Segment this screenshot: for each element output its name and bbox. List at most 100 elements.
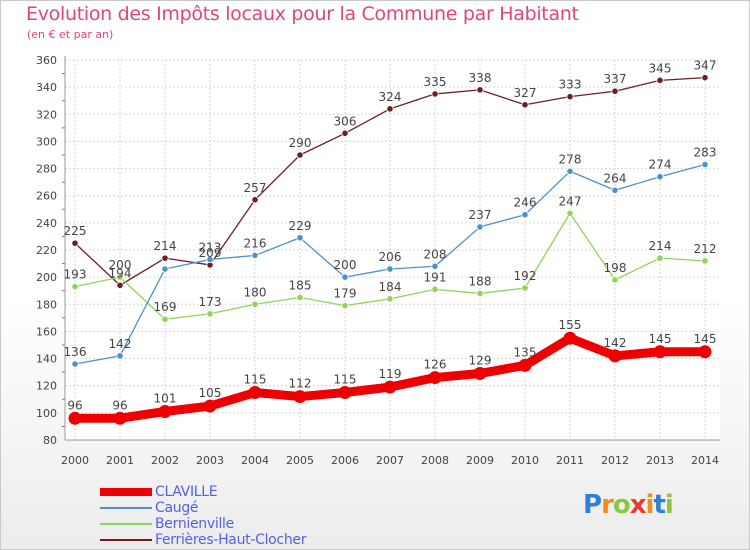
data-point-cauge	[431, 262, 439, 270]
data-point-claville	[428, 371, 442, 385]
data-label-bernienville: 184	[379, 280, 402, 294]
data-point-bernienville	[341, 302, 349, 310]
y-tick-label: 200	[36, 271, 57, 284]
data-label-bernienville: 180	[244, 285, 267, 299]
x-tick-label: 2011	[556, 454, 584, 467]
data-label-cauge: 278	[559, 152, 582, 166]
data-label-ferrieres-haut-clocher: 209	[199, 246, 222, 260]
data-point-cauge	[341, 273, 349, 281]
legend-swatch	[100, 488, 152, 496]
data-label-claville: 126	[424, 358, 447, 372]
data-label-cauge: 237	[469, 208, 492, 222]
x-tick-label: 2009	[466, 454, 494, 467]
data-label-claville: 105	[199, 386, 222, 400]
data-point-cauge	[566, 167, 574, 175]
data-point-bernienville	[566, 209, 574, 217]
data-point-ferrieres-haut-clocher	[611, 87, 619, 95]
data-label-bernienville: 188	[469, 274, 492, 288]
data-label-ferrieres-haut-clocher: 324	[379, 90, 402, 104]
data-point-claville	[338, 386, 352, 399]
x-tick-label: 2001	[106, 454, 134, 467]
x-tick-label: 2005	[286, 454, 314, 467]
data-label-bernienville: 247	[559, 194, 582, 208]
data-point-claville	[563, 331, 577, 345]
data-label-claville: 96	[67, 398, 82, 412]
y-tick-label: 100	[36, 407, 57, 420]
y-tick-label: 260	[36, 190, 57, 203]
x-tick-label: 2012	[601, 454, 629, 467]
data-point-bernienville	[116, 273, 124, 281]
chart-title: Evolution des Impôts locaux pour la Comm…	[26, 3, 579, 25]
data-label-ferrieres-haut-clocher: 337	[604, 72, 627, 86]
y-tick-label: 320	[36, 108, 57, 121]
data-label-cauge: 206	[379, 250, 402, 264]
data-point-cauge	[296, 234, 304, 242]
y-tick-label: 360	[36, 54, 57, 67]
data-label-cauge: 136	[64, 345, 87, 359]
y-tick-label: 220	[36, 244, 57, 257]
data-label-bernienville: 193	[64, 268, 87, 282]
data-point-claville	[653, 345, 667, 359]
data-label-bernienville: 173	[199, 295, 222, 309]
data-label-ferrieres-haut-clocher: 257	[244, 181, 267, 195]
data-point-claville	[383, 380, 397, 394]
data-point-cauge	[161, 265, 169, 273]
data-label-ferrieres-haut-clocher: 327	[514, 86, 537, 100]
x-tick-label: 2010	[511, 454, 539, 467]
data-point-cauge	[521, 211, 529, 219]
data-point-claville	[518, 358, 532, 372]
logo-letter: o	[612, 490, 631, 520]
y-tick-label: 240	[36, 217, 57, 230]
data-point-claville	[293, 390, 307, 404]
data-label-cauge: 246	[514, 196, 537, 210]
data-label-cauge: 142	[109, 337, 132, 351]
logo-letter: t	[653, 490, 665, 520]
data-point-bernienville	[656, 254, 664, 262]
logo-letter: x	[629, 490, 647, 520]
x-tick-label: 2004	[241, 454, 269, 467]
data-point-claville	[68, 411, 82, 425]
data-label-bernienville: 198	[604, 261, 627, 275]
legend-label: Bernienville	[155, 516, 234, 532]
data-label-bernienville: 169	[154, 300, 177, 314]
data-label-claville: 112	[289, 377, 312, 391]
data-point-ferrieres-haut-clocher	[476, 86, 484, 94]
data-point-cauge	[611, 186, 619, 194]
data-point-claville	[473, 367, 487, 380]
data-label-bernienville: 214	[649, 239, 672, 253]
data-label-cauge: 200	[334, 258, 357, 272]
x-tick-label: 2008	[421, 454, 449, 467]
data-label-claville: 101	[154, 392, 177, 406]
y-tick-label: 160	[36, 325, 57, 338]
data-label-claville: 135	[514, 345, 537, 359]
legend-label: CLAVILLE	[155, 484, 218, 500]
data-label-ferrieres-haut-clocher: 306	[334, 114, 357, 128]
data-point-ferrieres-haut-clocher	[161, 254, 169, 262]
data-point-ferrieres-haut-clocher	[296, 151, 304, 159]
data-label-claville: 129	[469, 354, 492, 368]
data-point-cauge	[206, 255, 214, 264]
y-tick-label: 300	[36, 135, 57, 148]
data-point-bernienville	[161, 315, 169, 323]
y-tick-label: 180	[36, 298, 57, 311]
data-point-cauge	[701, 160, 709, 169]
logo-letter: i	[664, 490, 674, 520]
data-point-ferrieres-haut-clocher	[701, 74, 709, 82]
x-tick-label: 2003	[196, 454, 224, 467]
data-point-ferrieres-haut-clocher	[251, 196, 259, 204]
data-point-bernienville	[431, 285, 439, 293]
data-label-bernienville: 179	[334, 287, 357, 301]
data-label-bernienville: 191	[424, 270, 447, 284]
data-point-cauge	[116, 352, 124, 360]
data-point-cauge	[71, 360, 79, 368]
legend-swatch	[100, 539, 152, 541]
y-tick-label: 120	[36, 380, 57, 393]
data-label-claville: 142	[604, 336, 627, 350]
data-label-cauge: 283	[694, 146, 717, 160]
data-point-bernienville	[206, 310, 214, 318]
data-label-bernienville: 192	[514, 269, 537, 283]
data-point-cauge	[476, 223, 484, 231]
data-point-ferrieres-haut-clocher	[71, 239, 79, 247]
data-point-claville	[608, 349, 622, 363]
data-point-cauge	[386, 265, 394, 273]
